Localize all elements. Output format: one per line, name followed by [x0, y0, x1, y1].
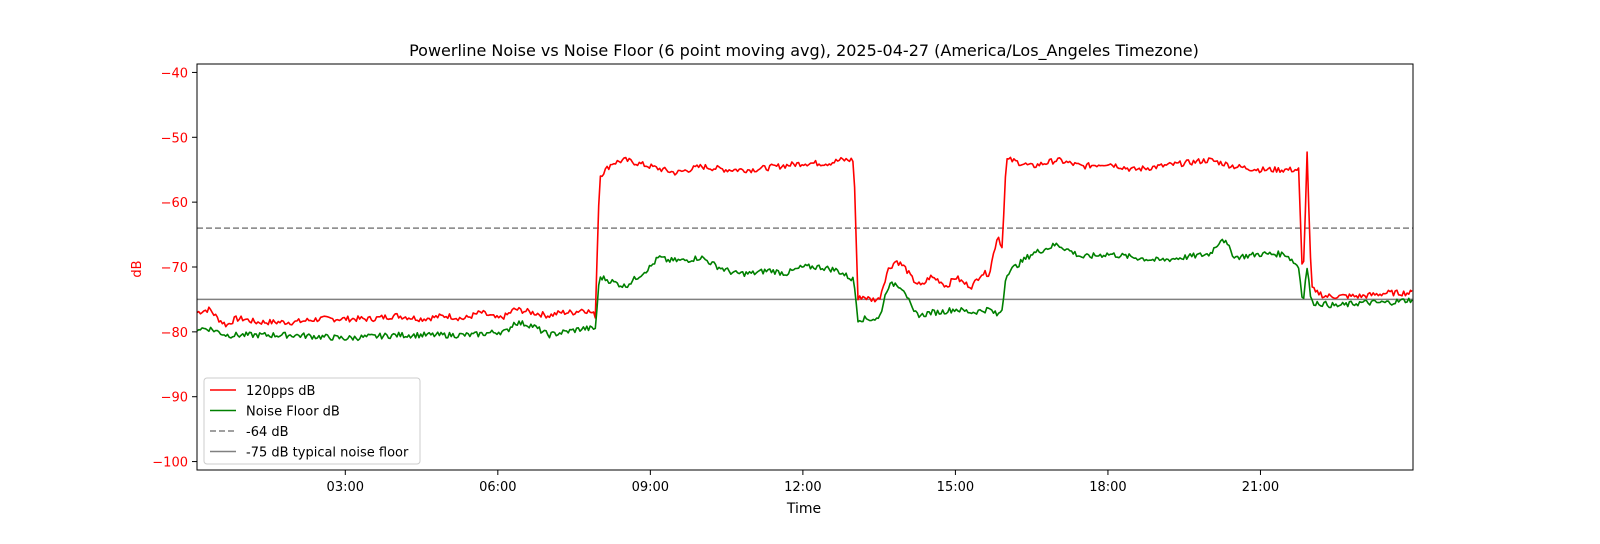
y-tick-label: −50: [161, 131, 188, 146]
x-tick-label: 18:00: [1089, 480, 1126, 495]
x-tick-label: 03:00: [327, 480, 364, 495]
series-line-noise-floor-db: [196, 238, 1413, 342]
legend: 120pps dB Noise Floor dB -64 dB -75 dB typi…: [203, 377, 421, 465]
y-tick-label: −60: [161, 196, 188, 211]
chart-title: Powerline Noise vs Noise Floor (6 point …: [409, 41, 1199, 61]
legend-label: 120pps dB: [246, 384, 315, 399]
y-tick-label: −80: [161, 326, 188, 341]
y-tick-label: −90: [161, 391, 188, 406]
plot-frame: [196, 63, 1414, 471]
x-tick-label: 21:00: [1242, 480, 1279, 495]
y-tick-label: −70: [161, 261, 188, 276]
reference-lines: [197, 227, 1413, 301]
x-axis-ticks: 03:00 06:00 09:00 12:00 15:00 18:00 21:00: [327, 470, 1279, 495]
series-lines: [196, 151, 1413, 342]
legend-label: -75 dB typical noise floor: [246, 446, 409, 461]
x-tick-label: 12:00: [784, 480, 821, 495]
y-tick-label: −40: [161, 66, 188, 81]
x-tick-label: 15:00: [937, 480, 974, 495]
x-axis-label: Time: [786, 501, 821, 517]
series-line-120pps-db: [196, 151, 1413, 328]
y-axis-label: dB: [130, 260, 145, 277]
x-tick-label: 09:00: [632, 480, 669, 495]
y-axis-ticks: −40 −50 −60 −70 −80 −90 −100: [152, 66, 197, 471]
x-tick-label: 06:00: [479, 480, 516, 495]
legend-label: Noise Floor dB: [246, 405, 340, 420]
legend-box: [203, 377, 421, 465]
legend-label: -64 dB: [246, 425, 289, 440]
y-tick-label: −100: [152, 456, 188, 471]
